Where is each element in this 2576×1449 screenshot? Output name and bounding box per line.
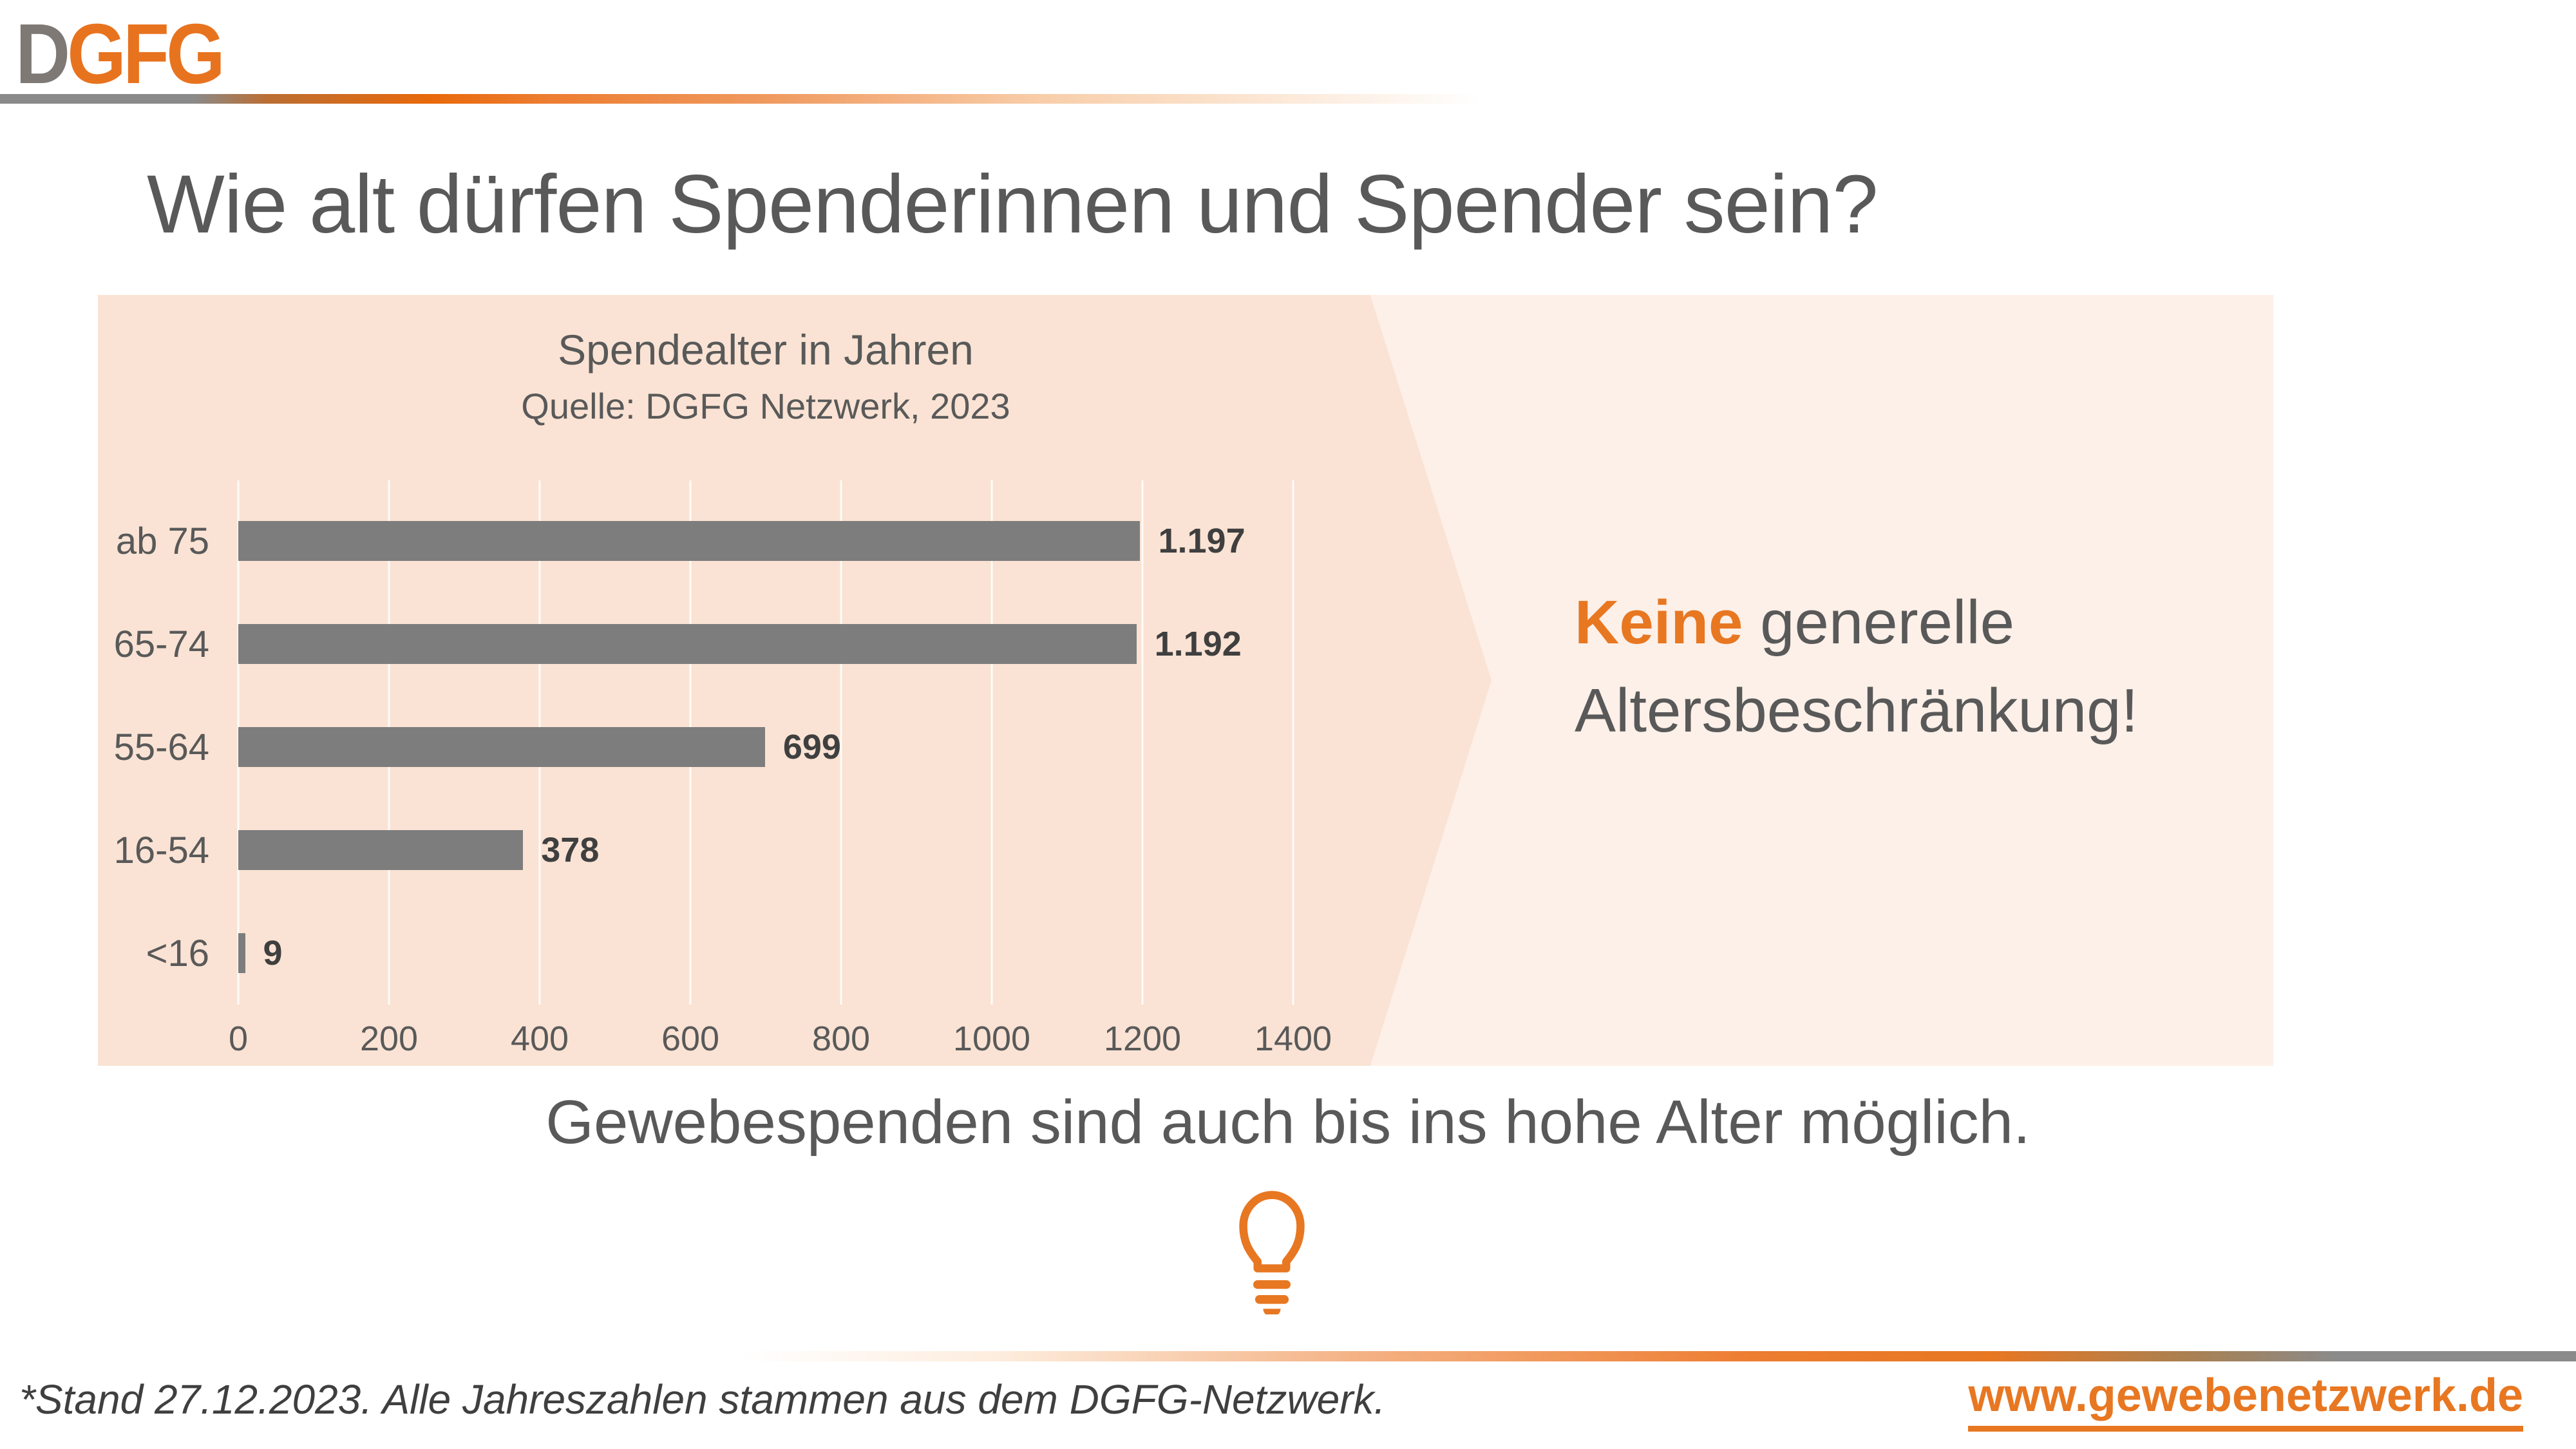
dgfg-logo: DGFG	[15, 5, 225, 103]
bar	[238, 521, 1141, 561]
bottom-divider	[741, 1351, 2576, 1361]
x-axis-tick-label: 600	[661, 1019, 720, 1058]
bar	[238, 830, 524, 870]
category-label: 55-64	[113, 726, 209, 768]
logo-text-gray: D	[15, 6, 70, 102]
gridline	[990, 480, 993, 1005]
x-axis-tick-label: 0	[228, 1019, 249, 1058]
category-label: 16-54	[113, 829, 209, 871]
logo-text-orange: GFG	[67, 6, 225, 102]
value-label: 699	[782, 728, 841, 766]
value-label: 1.197	[1158, 522, 1245, 560]
gridline	[1141, 480, 1144, 1005]
website-link[interactable]: www.gewebenetzwerk.de	[1968, 1369, 2523, 1432]
x-axis-tick-label: 1200	[1103, 1019, 1182, 1058]
x-axis-tick-label: 400	[510, 1019, 569, 1058]
value-label: 9	[263, 934, 283, 972]
bar	[238, 727, 765, 767]
lead-sentence: Gewebespenden sind auch bis ins hohe Alt…	[545, 1088, 2031, 1157]
lightbulb-icon	[1239, 1191, 1305, 1314]
gridline	[840, 480, 842, 1005]
category-label: <16	[146, 932, 209, 974]
chart-title: Spendealter in Jahren	[558, 326, 974, 374]
x-axis-tick-label: 200	[359, 1019, 419, 1058]
x-axis-tick-label: 1400	[1254, 1019, 1332, 1058]
x-axis-tick-label: 1000	[952, 1019, 1031, 1058]
bar	[238, 624, 1137, 664]
category-label: ab 75	[115, 520, 209, 562]
chart-arrow-shape	[98, 295, 1492, 1066]
callout-line2: Altersbeschränkung!	[1575, 676, 2139, 746]
page-title: Wie alt dürfen Spenderinnen und Spender …	[147, 158, 1879, 251]
callout-text: Keine generelle Altersbeschränkung!	[1575, 578, 2138, 755]
callout-highlight: Keine	[1575, 588, 1743, 657]
category-label: 65-74	[113, 623, 209, 665]
chart-source: Quelle: DGFG Netzwerk, 2023	[521, 386, 1010, 426]
value-label: 1.192	[1154, 625, 1242, 663]
bar	[238, 933, 245, 973]
gridline	[1292, 480, 1294, 1005]
x-axis-tick-label: 800	[811, 1019, 871, 1058]
chart-plot: 0 200 400 600 800 1000 1200 1400 ab 75 1.197 65-74…	[114, 480, 1332, 1058]
callout-line1-rest: generelle	[1743, 588, 2015, 657]
footnote: *Stand 27.12.2023. Alle Jahreszahlen sta…	[19, 1376, 1386, 1423]
value-label: 378	[541, 831, 600, 869]
top-divider	[0, 94, 1481, 104]
